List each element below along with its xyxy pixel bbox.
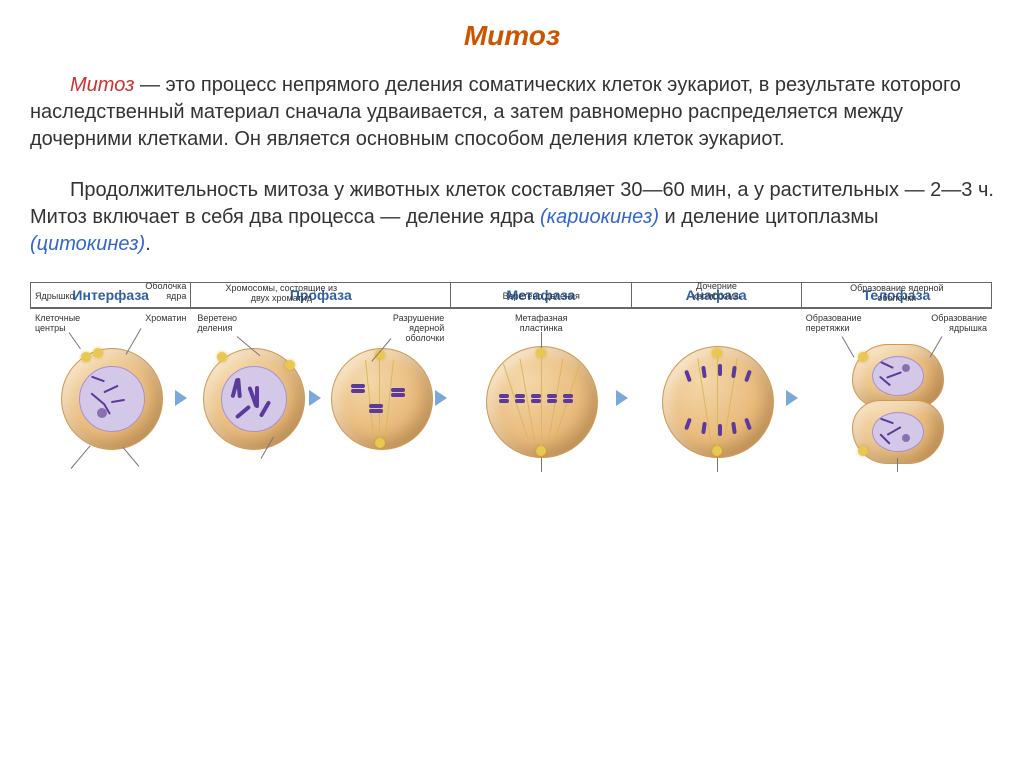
para2-part2: и деление цитоплазмы <box>659 206 878 228</box>
chromosome <box>499 394 509 398</box>
chromosome <box>718 364 722 376</box>
spindle-fiber <box>541 356 542 446</box>
leader-line <box>717 458 718 472</box>
label-chromatin: Хроматин <box>136 314 186 324</box>
term-mitosis: Митоз <box>70 74 134 96</box>
chromosome <box>515 394 525 398</box>
paragraph-2: Продолжительность митоза у животных клет… <box>30 177 994 258</box>
term-karyokinesis: (кариокинез) <box>540 206 659 228</box>
centrosome <box>858 352 868 362</box>
cell-prophase-late <box>331 348 433 450</box>
leader-line <box>841 336 854 357</box>
centrosome <box>712 446 722 456</box>
leader-line <box>126 328 142 354</box>
para2-part3: . <box>145 233 151 255</box>
label-nuclear-envelope: Оболочка ядра <box>134 282 186 302</box>
phase-anaphase: Анафаза Дочерние хромосомы <box>632 283 802 308</box>
chromosome <box>369 404 383 408</box>
leader-line <box>71 445 91 469</box>
label-spindle-2: Веретено деления <box>491 292 591 302</box>
nucleolus-top <box>902 364 910 372</box>
centrosome-1 <box>81 352 91 362</box>
chromosome <box>718 424 722 436</box>
label-nucleolus-formation: Образование ядрышка <box>927 314 987 334</box>
chromosome <box>515 399 525 403</box>
chromosome <box>391 388 405 392</box>
chromosome <box>563 394 573 398</box>
paragraph-1: Митоз — это процесс непрямого деления со… <box>30 72 994 153</box>
chromosome <box>547 394 557 398</box>
label-chromosomes-chromatids: Хромосомы, состоящие из двух хроматид <box>221 284 341 304</box>
phase-prophase: Профаза Веретено деления Разрушение ядер… <box>191 283 451 308</box>
leader-line <box>123 447 140 467</box>
arrow-icon <box>616 390 628 406</box>
arrow-icon <box>309 390 321 406</box>
spindle-fiber <box>379 358 380 438</box>
phase-interphase: Интерфаза Клеточные центры Хроматин Ядры… <box>31 283 191 308</box>
arrow-icon <box>786 390 798 406</box>
cell-anaphase <box>662 346 774 458</box>
chromosome <box>531 399 541 403</box>
label-daughter-chromosomes: Дочерние хромосомы <box>672 282 762 302</box>
nucleolus-bottom <box>902 434 910 442</box>
leader-line <box>929 336 942 357</box>
leader-line <box>897 458 898 472</box>
chromosome <box>547 399 557 403</box>
chromosome <box>351 389 365 393</box>
phase-telophase: Телофаза Образование перетяжки Образован… <box>802 283 991 308</box>
phase-metaphase: Метафаза Метафазная пластинка Веретено д… <box>451 283 631 308</box>
centrosome-2 <box>93 348 103 358</box>
leader-line <box>69 332 81 349</box>
leader-line <box>541 458 542 472</box>
label-nuclear-envelope-formation: Образование ядерной оболочки <box>842 284 952 304</box>
chromosome <box>255 386 259 408</box>
term-cytokinesis: (цитокинез) <box>30 233 145 255</box>
chromosome <box>369 409 383 413</box>
label-spindle: Веретено деления <box>197 314 249 334</box>
centrosome <box>858 446 868 456</box>
label-cell-centers: Клеточные центры <box>35 314 83 334</box>
chromosome <box>531 394 541 398</box>
arrow-icon <box>435 390 447 406</box>
label-nucleolus: Ядрышко <box>35 292 83 302</box>
chromosome <box>391 393 405 397</box>
chromosome <box>351 384 365 388</box>
label-metaphase-plate: Метафазная пластинка <box>501 314 581 334</box>
leader-line <box>541 332 542 348</box>
chromosome <box>499 399 509 403</box>
page-title: Митоз <box>30 20 994 52</box>
mitosis-diagram: Интерфаза Клеточные центры Хроматин Ядры… <box>30 282 992 309</box>
label-cleavage-furrow: Образование перетяжки <box>806 314 866 334</box>
chromosome <box>563 399 573 403</box>
nucleus-interphase <box>79 366 145 432</box>
arrow-icon <box>175 390 187 406</box>
para1-body: — это процесс непрямого деления соматиче… <box>30 74 961 150</box>
